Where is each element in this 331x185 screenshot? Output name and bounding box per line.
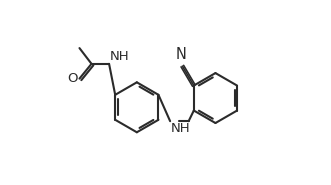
Text: N: N [176, 47, 187, 63]
Text: NH: NH [171, 122, 191, 135]
Text: NH: NH [110, 50, 130, 63]
Text: O: O [67, 72, 78, 85]
